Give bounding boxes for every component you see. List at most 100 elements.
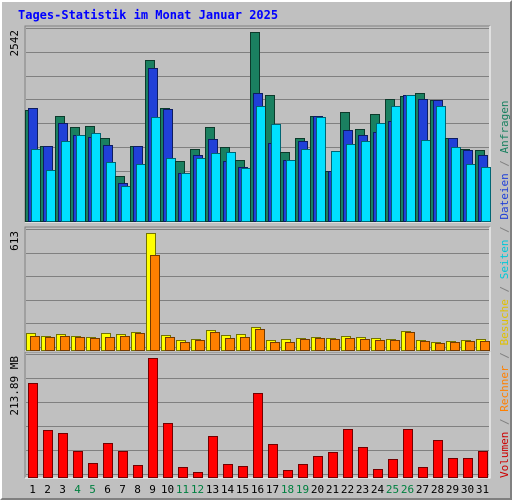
bar-volumen-day-30 [463,458,473,478]
x-tick-day-22: 22 [341,483,354,496]
bar-rechner-day-15 [240,337,250,351]
chart-title: Tages-Statistik im Monat Januar 2025 [18,8,279,22]
bar-rechner-day-7 [120,336,130,351]
bar-rechner-day-10 [165,337,175,351]
bar-volumen-day-17 [268,444,278,478]
bar-rechner-day-9 [150,255,160,351]
x-tick-day-11: 11 [176,483,189,496]
bar-volumen-day-1 [28,383,38,478]
x-tick-day-25: 25 [386,483,399,496]
bar-volumen-day-11 [178,467,188,478]
bar-volumen-day-8 [133,465,143,478]
bar-seiten-day-14 [226,152,236,222]
x-tick-day-23: 23 [356,483,369,496]
bar-volumen-day-31 [478,451,488,478]
legend-entry: Volumen [498,432,511,478]
x-tick-day-28: 28 [431,483,444,496]
bar-volumen-day-28 [433,440,443,478]
x-tick-day-29: 29 [446,483,459,496]
x-tick-day-13: 13 [206,483,219,496]
bar-rechner-day-8 [135,333,145,351]
bar-volumen-day-16 [253,393,263,478]
bar-seiten-day-28 [436,106,446,222]
x-tick-day-1: 1 [29,483,36,496]
bar-seiten-day-9 [151,117,161,222]
bar-seiten-day-16 [256,106,266,222]
bar-volumen-day-27 [418,467,428,478]
legend-entry: / [498,279,511,299]
bar-rechner-day-6 [105,337,115,351]
bar-seiten-day-19 [301,149,311,222]
bar-seiten-day-5 [91,133,101,222]
bar-seiten-day-30 [466,164,476,222]
bar-seiten-day-31 [481,167,491,222]
bar-seiten-day-1 [31,149,41,222]
bar-seiten-day-6 [106,162,116,222]
bar-seiten-day-29 [451,147,461,222]
bar-seiten-day-10 [166,158,176,222]
bar-rechner-day-30 [465,341,475,351]
bar-rechner-day-11 [180,342,190,351]
panel-volume-border-dark [24,351,490,478]
bar-rechner-day-12 [195,340,205,351]
bar-seiten-day-2 [46,170,56,222]
legend-entry: / [498,220,511,240]
legend-entry: / [498,412,511,432]
bar-rechner-day-27 [420,341,430,351]
bar-volumen-day-3 [58,433,68,478]
x-tick-day-20: 20 [311,483,324,496]
bar-volumen-day-15 [238,466,248,478]
x-tick-day-6: 6 [104,483,111,496]
bar-rechner-day-2 [45,337,55,351]
x-tick-day-8: 8 [134,483,141,496]
bar-volumen-day-19 [298,464,308,478]
bar-seiten-day-26 [406,95,416,222]
bar-volumen-day-10 [163,423,173,478]
bar-volumen-day-21 [328,452,338,478]
bar-volumen-day-20 [313,456,323,478]
bar-rechner-day-13 [210,332,220,351]
bar-rechner-day-14 [225,338,235,351]
bar-volumen-day-12 [193,472,203,478]
panel-visits-border-dark [24,226,490,351]
bar-rechner-day-29 [450,342,460,351]
bar-seiten-day-18 [286,160,296,222]
x-tick-day-10: 10 [161,483,174,496]
bar-seiten-day-25 [391,106,401,222]
bar-seiten-day-23 [361,141,371,222]
legend-entry: / [498,153,511,173]
legend-entry: Rechner [498,365,511,412]
bar-volumen-day-14 [223,464,233,478]
bar-rechner-day-19 [300,339,310,351]
bar-seiten-day-20 [316,117,326,222]
bar-rechner-day-26 [405,332,415,351]
bar-rechner-day-25 [390,340,400,351]
legend-entry: Anfragen [498,100,511,153]
bar-rechner-day-4 [75,337,85,351]
legend-entry: Dateien [498,173,511,219]
bar-seiten-day-15 [241,168,251,222]
bar-volumen-day-9 [148,358,158,478]
x-tick-day-2: 2 [44,483,51,496]
bar-seiten-day-12 [196,158,206,222]
x-tick-day-14: 14 [221,483,235,496]
bar-rechner-day-28 [435,343,445,351]
x-tick-day-27: 27 [416,483,429,496]
bar-volumen-day-4 [73,451,83,478]
bar-seiten-day-8 [136,164,146,222]
bar-rechner-day-24 [375,340,385,351]
x-tick-day-21: 21 [326,483,339,496]
bar-volumen-day-29 [448,458,458,478]
bar-rechner-day-3 [60,336,70,351]
bar-volumen-day-26 [403,429,413,478]
legend-entry: / [498,346,511,366]
bar-seiten-day-11 [181,173,191,222]
legend-entry: Besuche [498,299,511,345]
bar-volumen-day-7 [118,451,128,478]
x-tick-day-18: 18 [281,483,294,496]
bar-rechner-day-31 [480,341,490,351]
bar-seiten-day-17 [271,124,281,222]
bar-seiten-day-13 [211,153,221,222]
bar-volumen-day-25 [388,459,398,478]
